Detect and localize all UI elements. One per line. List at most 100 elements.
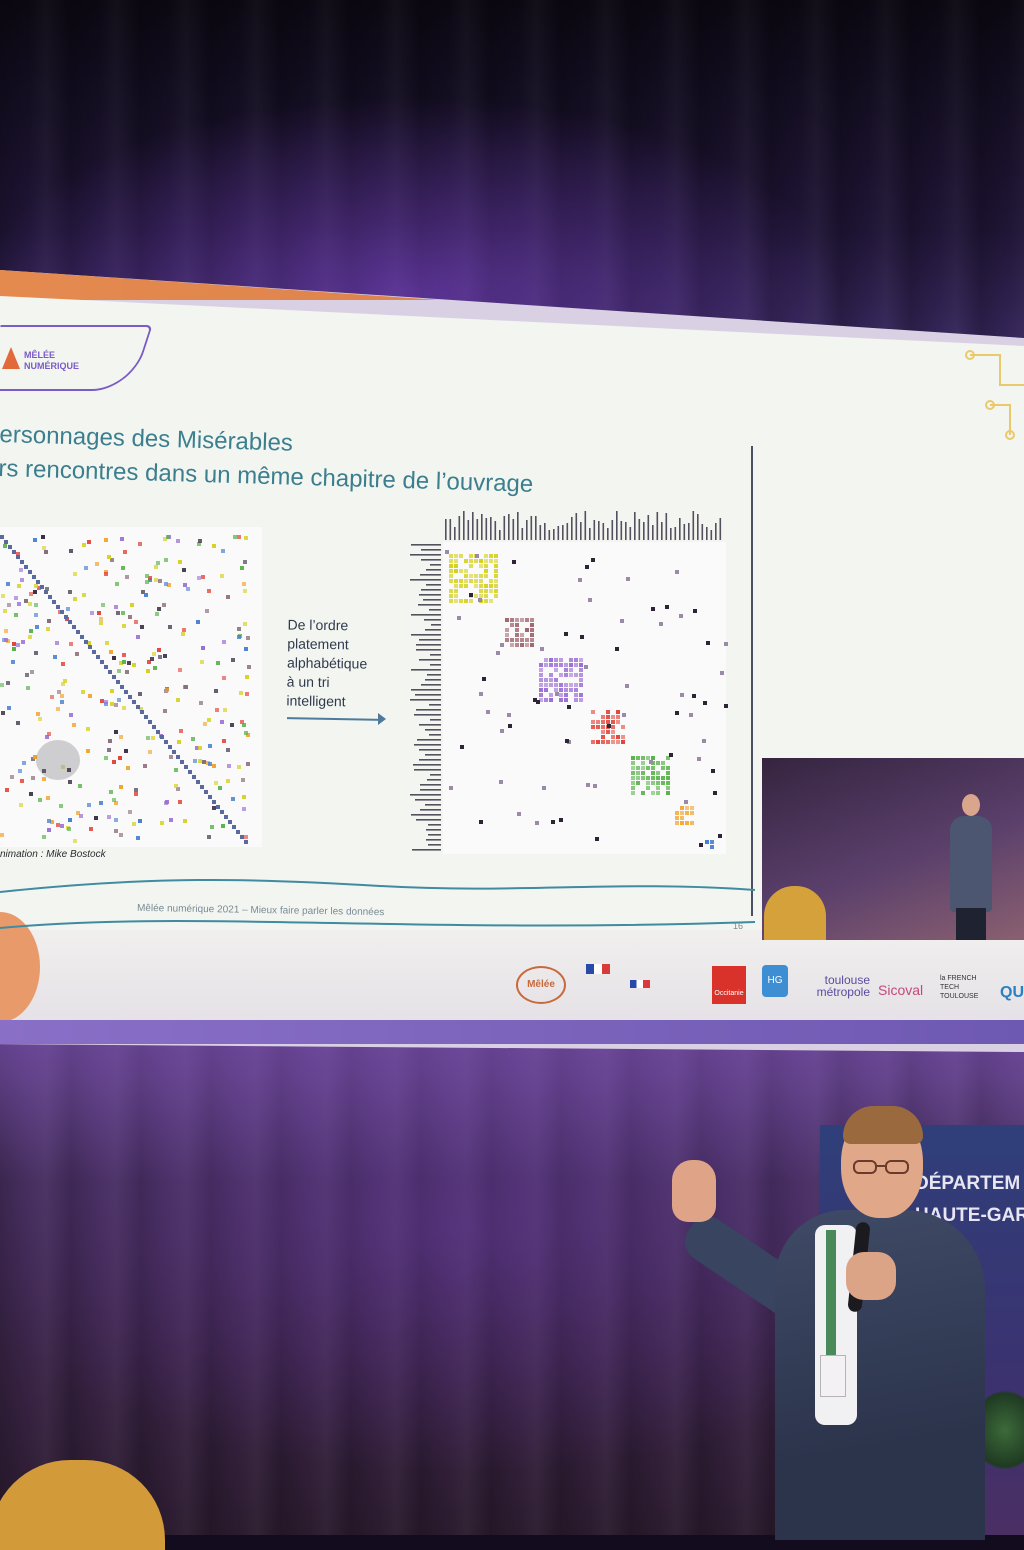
matrix-cluster-cell [601, 735, 605, 739]
matrix-diagonal-cell [200, 785, 204, 789]
matrix-cell [36, 712, 40, 716]
matrix-cluster-cell [666, 756, 670, 760]
matrix-diagonal-cell [52, 600, 56, 604]
matrix-cluster-cell [631, 786, 635, 790]
matrix-column-label [670, 528, 672, 540]
matrix-cell [33, 590, 37, 594]
speaker-raised-hand [672, 1160, 716, 1222]
matrix-cell [174, 784, 178, 788]
matrix-cell [29, 629, 33, 633]
matrix-row-label [415, 694, 441, 696]
matrix-cluster-cell [494, 589, 498, 593]
matrix-cluster-cell [579, 668, 583, 672]
matrix-cluster-cell [675, 816, 679, 820]
matrix-cluster-cell [459, 584, 463, 588]
matrix-cell [128, 615, 132, 619]
matrix-cluster-cell [505, 628, 509, 632]
matrix-sparse-cell [703, 701, 707, 705]
matrix-cell [0, 683, 4, 687]
matrix-cell [197, 542, 201, 546]
matrix-cell [169, 755, 173, 759]
partner-french-tech-logo: la FRENCH TECH TOULOUSE [940, 975, 979, 1000]
matrix-sparse-cell [517, 812, 521, 816]
matrix-cell [200, 660, 204, 664]
matrix-cluster-cell [515, 643, 519, 647]
matrix-cell [86, 749, 90, 753]
matrix-cell [68, 780, 72, 784]
matrix-cluster-cell [574, 688, 578, 692]
matrix-row-label [429, 704, 441, 706]
matrix-cell [115, 582, 119, 586]
matrix-cell [132, 822, 136, 826]
matrix-sparse-cell [535, 821, 539, 825]
matrix-cell [57, 690, 61, 694]
matrix-cell [110, 689, 114, 693]
matrix-cluster-cell [449, 574, 453, 578]
matrix-cell [221, 824, 225, 828]
matrix-cluster-cell [474, 579, 478, 583]
matrix-column-label [629, 527, 632, 540]
matrix-sparse-cell [578, 578, 582, 582]
matrix-cluster-cell [489, 554, 493, 558]
melee-logo-icon [2, 347, 20, 369]
matrix-column-label [683, 524, 686, 540]
matrix-cell [34, 603, 38, 607]
matrix-cell [158, 655, 162, 659]
matrix-cluster-cell [611, 730, 615, 734]
matrix-cell [41, 535, 45, 539]
matrix-cluster-cell [530, 638, 534, 642]
matrix-sparse-cell [533, 698, 537, 702]
matrix-cluster-cell [579, 663, 583, 667]
matrix-cell [59, 804, 63, 808]
matrix-cluster-cell [544, 663, 548, 667]
matrix-cell [47, 732, 51, 736]
matrix-row-label [421, 549, 441, 551]
matrix-cluster-cell [454, 564, 458, 568]
matrix-cluster-cell [616, 735, 620, 739]
matrix-sparse-cell [718, 834, 722, 838]
matrix-row-label [413, 764, 441, 766]
matrix-cluster-cell [680, 811, 684, 815]
matrix-row-label [428, 824, 441, 826]
matrix-cell [226, 595, 230, 599]
matrix-cluster-cell [611, 735, 615, 739]
matrix-cluster-cell [530, 643, 534, 647]
matrix-clustered-svg [410, 511, 728, 854]
matrix-cell [240, 566, 244, 570]
french-flag-small-icon [630, 980, 650, 988]
matrix-sparse-cell [469, 593, 473, 597]
matrix-cell [218, 786, 222, 790]
matrix-row-label [411, 814, 441, 816]
matrix-cell [156, 561, 160, 565]
matrix-cluster-cell [641, 766, 645, 770]
matrix-cluster-cell [515, 628, 519, 632]
matrix-cluster-cell [621, 740, 625, 744]
matrix-cluster-cell [569, 658, 573, 662]
matrix-cell [76, 811, 80, 815]
matrix-cluster-cell [449, 579, 453, 583]
matrix-row-label [430, 654, 441, 656]
matrix-cell [99, 801, 103, 805]
matrix-diagonal-cell [244, 840, 248, 844]
matrix-cluster-cell [510, 623, 514, 627]
matrix-diagonal-cell [108, 670, 112, 674]
matrix-cell [68, 818, 72, 822]
matrix-cluster-cell [489, 579, 493, 583]
matrix-cell [38, 798, 42, 802]
matrix-cell [6, 681, 10, 685]
matrix-cluster-cell [549, 658, 553, 662]
matrix-cell [176, 787, 180, 791]
matrix-cell [12, 647, 16, 651]
matrix-cluster-cell [539, 693, 543, 697]
matrix-cluster-cell [666, 766, 670, 770]
matrix-diagonal-cell [32, 575, 36, 579]
matrix-cluster-cell [611, 740, 615, 744]
matrix-diagonal-cell [208, 795, 212, 799]
matrix-cell [88, 694, 92, 698]
matrix-row-label [426, 829, 441, 831]
matrix-cell [138, 819, 142, 823]
matrix-cluster-cell [685, 821, 689, 825]
matrix-cell [108, 739, 112, 743]
slide-divider [751, 446, 753, 916]
matrix-cell [242, 807, 246, 811]
